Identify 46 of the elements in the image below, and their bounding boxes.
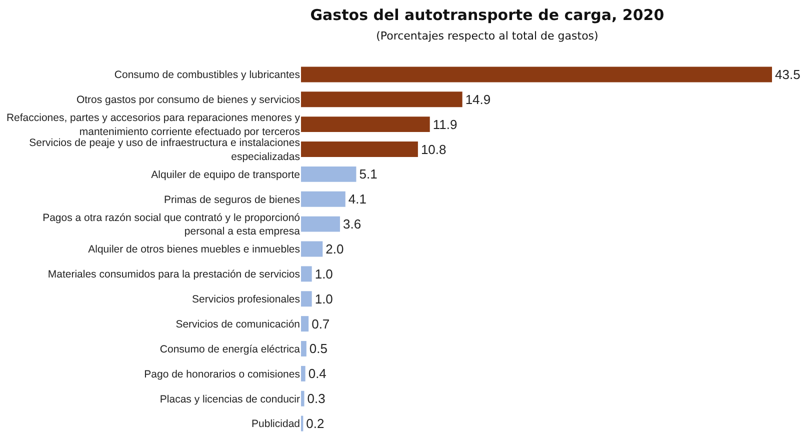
bar xyxy=(301,216,340,232)
bar xyxy=(301,366,306,382)
data-label: 0.3 xyxy=(307,391,326,406)
y-tick-label: Servicios de peaje y uso de infraestructura e instalaciones especializadas xyxy=(29,137,300,163)
data-label: 1.0 xyxy=(314,291,333,306)
bar xyxy=(301,142,418,157)
data-label: 5.1 xyxy=(359,166,378,182)
data-label: 1.0 xyxy=(314,266,333,282)
y-tick-label: Placas y licencias de conducir xyxy=(160,393,300,406)
data-label: 3.6 xyxy=(342,216,362,232)
bar xyxy=(301,241,323,257)
data-label: 14.9 xyxy=(465,92,491,107)
data-label: 0.2 xyxy=(306,416,324,432)
bar xyxy=(301,291,312,307)
y-tick-label: Primas de seguros de bienes xyxy=(164,194,300,206)
data-label: 43.5 xyxy=(775,66,800,82)
bar xyxy=(301,316,309,332)
data-label: 11.9 xyxy=(432,116,458,132)
bar xyxy=(301,341,306,356)
y-tick-label: Consumo de energía eléctrica xyxy=(160,343,300,356)
y-tick-label: Materiales consumidos para la prestación de servicios xyxy=(48,268,300,281)
y-tick-label: Otros gastos por consumo de bienes y servicios xyxy=(76,94,300,106)
bar xyxy=(301,390,304,406)
bar xyxy=(301,116,430,132)
y-tick-label: Alquiler de otros bienes muebles e inmuebles xyxy=(88,244,300,256)
y-tick-label: Servicios de comunicación xyxy=(176,318,300,330)
y-tick-label: Pago de honorarios o comisiones xyxy=(144,368,300,380)
bar xyxy=(301,92,462,108)
bar xyxy=(301,166,356,182)
data-label: 2.0 xyxy=(326,242,344,256)
chart-subtitle: (Porcentajes respecto al total de gastos) xyxy=(376,29,598,42)
data-label: 0.7 xyxy=(312,316,330,332)
y-tick-label: Servicios profesionales xyxy=(192,294,300,306)
bar xyxy=(301,266,312,282)
data-label: 0.5 xyxy=(309,341,328,356)
y-tick-label: Publicidad xyxy=(252,418,300,430)
data-label: 10.8 xyxy=(420,142,446,157)
y-tick-label: Pagos a otra razón social que contrató y le proporcionó personal a esta empresa xyxy=(42,212,300,238)
y-tick-label: Refacciones, partes y accesorios para reparaciones menores y mantenimiento corriente efectuado por terceros xyxy=(6,112,301,138)
y-tick-label: Alquiler de equipo de transporte xyxy=(151,168,300,181)
data-label: 4.1 xyxy=(348,192,366,207)
data-label: 0.4 xyxy=(308,366,326,382)
y-tick-label: Consumo de combustibles y lubricantes xyxy=(114,69,300,82)
bar xyxy=(301,66,772,82)
chart-title: Gastos del autotransporte de carga, 2020 xyxy=(310,6,664,24)
bar xyxy=(301,191,346,207)
